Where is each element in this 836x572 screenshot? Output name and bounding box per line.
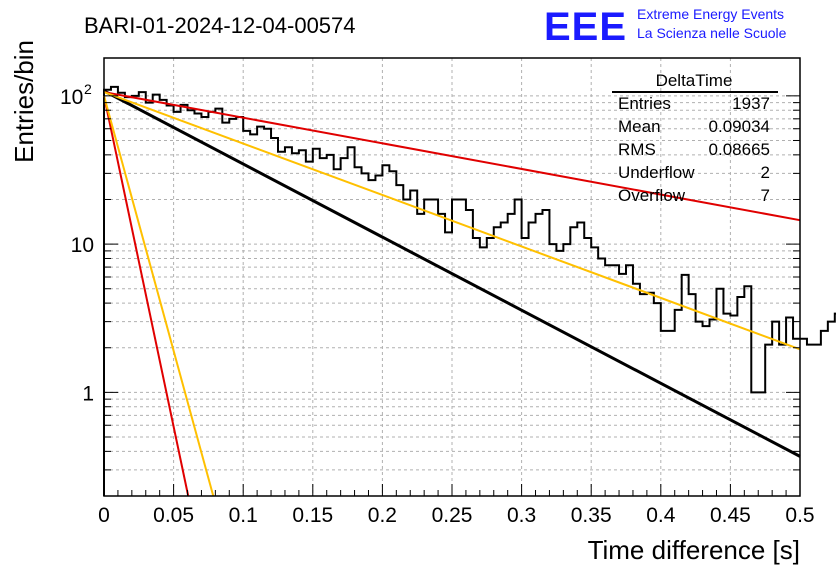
stats-box: DeltaTime Entries 1937 Mean 0.09034 RMS 0.086… xyxy=(612,71,778,205)
stats-row-label: Mean xyxy=(618,117,661,136)
chart-title: BARI-01-2024-12-04-00574 xyxy=(84,13,356,38)
x-tick-label: 0.45 xyxy=(710,504,751,527)
x-tick-label: 0 xyxy=(98,504,110,527)
x-tick-label: 0.5 xyxy=(785,504,814,527)
fit-curve-red-slow xyxy=(103,91,801,222)
logo-line-1: Extreme Energy Events xyxy=(637,6,784,22)
x-axis-label: Time difference [s] xyxy=(588,535,800,565)
eee-logo-mark: EEE xyxy=(544,5,627,49)
eee-logo: EEE Extreme Energy Events La Scienza nel… xyxy=(544,5,787,49)
y-tick-label-exponent: 2 xyxy=(84,81,92,97)
stats-row-value: 7 xyxy=(761,186,770,205)
stats-title: DeltaTime xyxy=(656,71,733,90)
x-tick-label: 0.3 xyxy=(507,504,536,527)
stats-row-label: Overflow xyxy=(618,186,686,205)
stats-row-value: 2 xyxy=(761,163,770,182)
fit-curve-orange-slow xyxy=(103,91,801,351)
histogram-series xyxy=(103,85,836,496)
fit-curve-red-fast xyxy=(103,95,190,497)
stats-row-label: RMS xyxy=(618,140,656,159)
y-axis-label: Entries/bin xyxy=(9,40,39,163)
stats-row-label: Underflow xyxy=(618,163,695,182)
logo-line-2: La Scienza nelle Scuole xyxy=(637,25,787,41)
x-tick-label: 0.2 xyxy=(368,504,397,527)
stats-row-label: Entries xyxy=(618,94,671,113)
x-tick-label: 0.1 xyxy=(229,504,258,527)
x-tick-label: 0.25 xyxy=(432,504,473,527)
y-tick-label: 10 xyxy=(71,234,94,257)
x-tick-labels: 0 0.05 0.1 0.15 0.2 0.25 0.3 0.35 0.4 0.45 0.5 xyxy=(98,504,814,527)
y-tick-label: 1 xyxy=(82,382,94,405)
stats-row-value: 0.08665 xyxy=(709,140,770,159)
x-tick-label: 0.05 xyxy=(153,504,194,527)
stats-row-value: 0.09034 xyxy=(709,117,770,136)
x-tick-label: 0.35 xyxy=(571,504,612,527)
axes xyxy=(103,57,801,497)
grid xyxy=(104,58,800,496)
y-tick-label: 10 xyxy=(60,86,83,109)
stats-row-value: 1937 xyxy=(732,94,770,113)
fit-curve-orange-fast xyxy=(103,95,215,497)
x-tick-label: 0.4 xyxy=(646,504,676,527)
fit-curve-fit xyxy=(103,89,801,458)
x-tick-label: 0.15 xyxy=(292,504,333,527)
fit-curves xyxy=(103,89,801,497)
